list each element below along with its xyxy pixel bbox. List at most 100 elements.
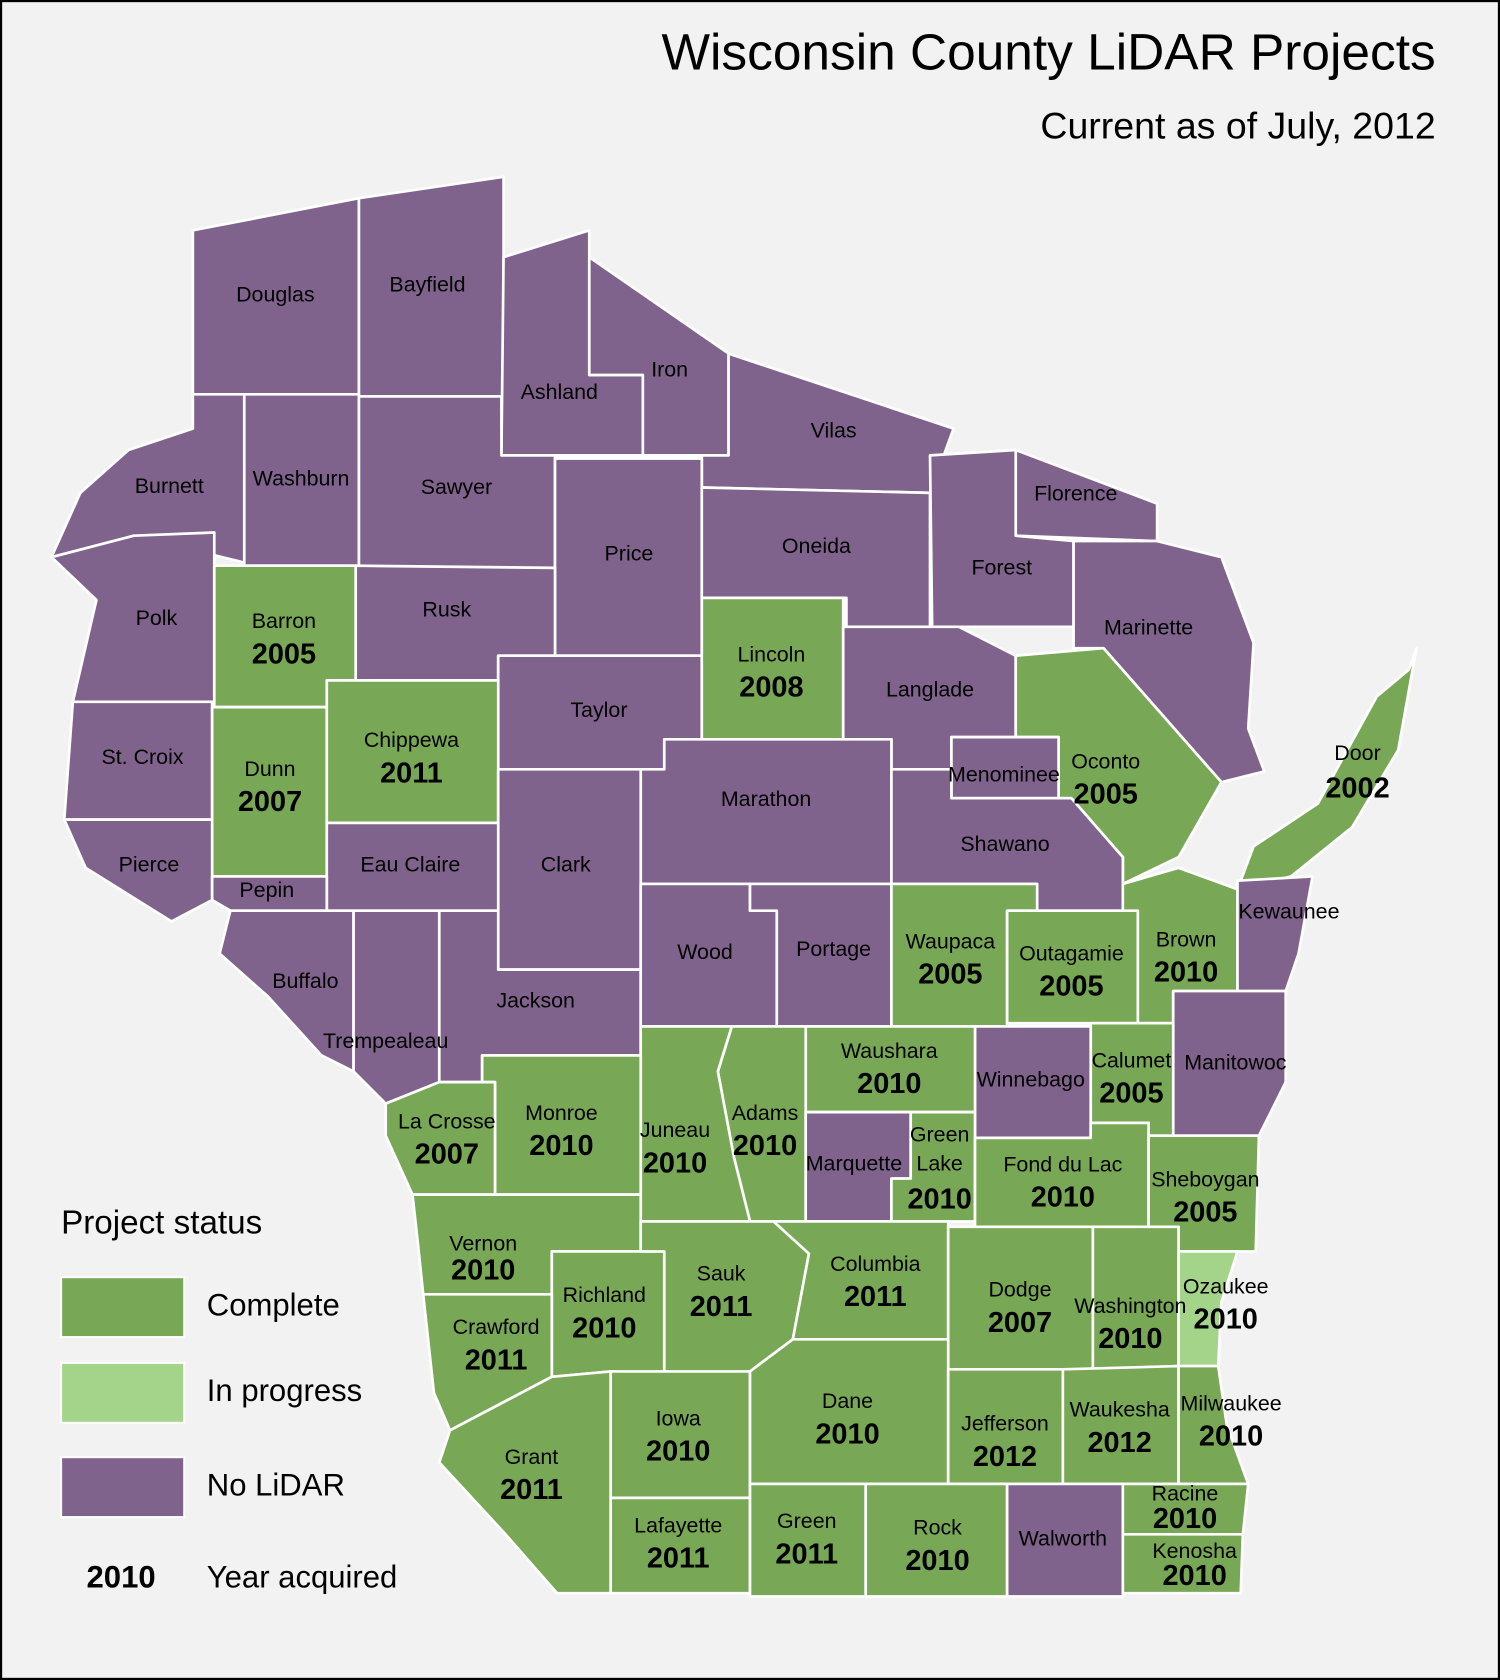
county-year: 2011 [647,1543,710,1575]
county-name: Oneida [782,534,851,558]
county-name: Douglas [236,282,315,306]
county [1236,875,1314,993]
county-name: Pierce [119,852,180,876]
county-name: Brown [1156,927,1217,951]
county-name: Barron [252,609,316,633]
county-year: 2011 [500,1474,563,1506]
county [437,1370,613,1595]
county-year: 2010 [1199,1420,1263,1452]
county-name: Juneau [640,1118,710,1142]
county-name: Kewaunee [1238,900,1339,924]
county [1061,1364,1180,1486]
county-name: Dunn [244,757,295,781]
county-year: 2007 [415,1139,479,1171]
legend-swatch [60,1276,186,1339]
county-year: 2002 [1325,772,1389,804]
county-name: Rusk [422,597,471,621]
county-name: Columbia [830,1252,921,1276]
county-name: Marathon [721,787,811,811]
county-name: Green Lake [910,1122,969,1175]
county-name: Bayfield [389,273,465,297]
county-name: Ozaukee [1183,1275,1269,1299]
county [864,1482,1009,1598]
county-name: Langlade [886,678,974,702]
county-year: 2010 [1154,957,1218,989]
county [62,818,214,923]
county-name: Oconto [1071,750,1140,774]
county-name: Wood [677,940,733,964]
county-name: Ashland [521,380,598,404]
county [639,737,893,886]
county-name: Jackson [496,988,575,1012]
county-year: 2005 [918,959,982,991]
county-name: Crawford [453,1315,540,1339]
county-year: 2010 [1098,1323,1162,1355]
county-year: 2007 [238,786,302,818]
county-year: 2005 [252,638,316,670]
county-year: 2011 [465,1344,528,1376]
county-year: 2008 [739,672,803,704]
county [1236,646,1418,891]
county-name: Forest [971,556,1032,580]
county-name: Portage [796,937,871,961]
county-name: Adams [732,1101,799,1125]
county-name: Grant [505,1445,559,1469]
county-year: 2010 [1194,1304,1258,1336]
county-name: Burnett [135,474,204,498]
county-name: Taylor [570,698,627,722]
legend-label: No LiDAR [207,1467,345,1502]
county-year: 2005 [1173,1197,1237,1229]
county-name: Outagamie [1019,941,1124,965]
county [1005,1482,1125,1598]
county-year: 2011 [775,1538,838,1570]
county-name: Sawyer [421,475,492,499]
county-year: 2011 [844,1281,907,1313]
map-subtitle: Current as of July, 2012 [1040,104,1435,146]
county-year: 2010 [1031,1182,1095,1214]
county-year: 2010 [1153,1503,1217,1535]
county-name: Winnebago [977,1068,1085,1092]
county-year: 2011 [690,1291,753,1323]
county-name: Marquette [806,1151,902,1175]
legend-year-sample: 2010 [87,1559,156,1594]
county-name: St. Croix [101,745,183,769]
county [1121,1532,1245,1595]
county-name: Shawano [960,832,1049,856]
county-year: 2010 [572,1312,636,1344]
county-name: Eau Claire [360,852,460,876]
legend: Project status 2010 Year acquired Comple… [60,1204,398,1594]
county-name: Monroe [525,1101,598,1125]
county-name: Calumet [1092,1048,1172,1072]
county-name: Buffalo [272,969,338,993]
county [480,1054,643,1196]
legend-label: In progress [207,1373,362,1408]
county [1177,1364,1250,1486]
county-name: Washburn [253,467,350,491]
legend-year-label: Year acquired [207,1559,398,1594]
county-name: Vernon [449,1232,517,1256]
map-title: Wisconsin County LiDAR Projects [661,22,1435,80]
county-name: Menominee [948,762,1060,786]
county-name: Waukesha [1069,1398,1169,1422]
county-name: Kenosha [1152,1539,1237,1563]
county-name: Waushara [841,1039,938,1063]
legend-title: Project status [61,1204,262,1241]
county-name: Lafayette [634,1513,722,1537]
county-name: Green [777,1509,837,1533]
county-name: Florence [1034,482,1117,506]
county-name: Vilas [811,418,857,442]
county-year: 2010 [907,1184,971,1216]
counties [50,175,1418,1598]
county-name: Dodge [988,1278,1051,1302]
county [352,909,441,1105]
county-name: Sheboygan [1151,1167,1259,1191]
county-year: 2010 [733,1130,797,1162]
county-name: Door [1334,741,1380,765]
county-year: 2010 [646,1435,710,1467]
county-year: 2005 [1074,779,1138,811]
county-name: Waupaca [906,930,996,954]
labels: Douglas Bayfield Ashland Iron Vilas Florence F… [101,273,1389,1592]
county-year: 2012 [1087,1427,1151,1459]
county [1177,1250,1239,1368]
